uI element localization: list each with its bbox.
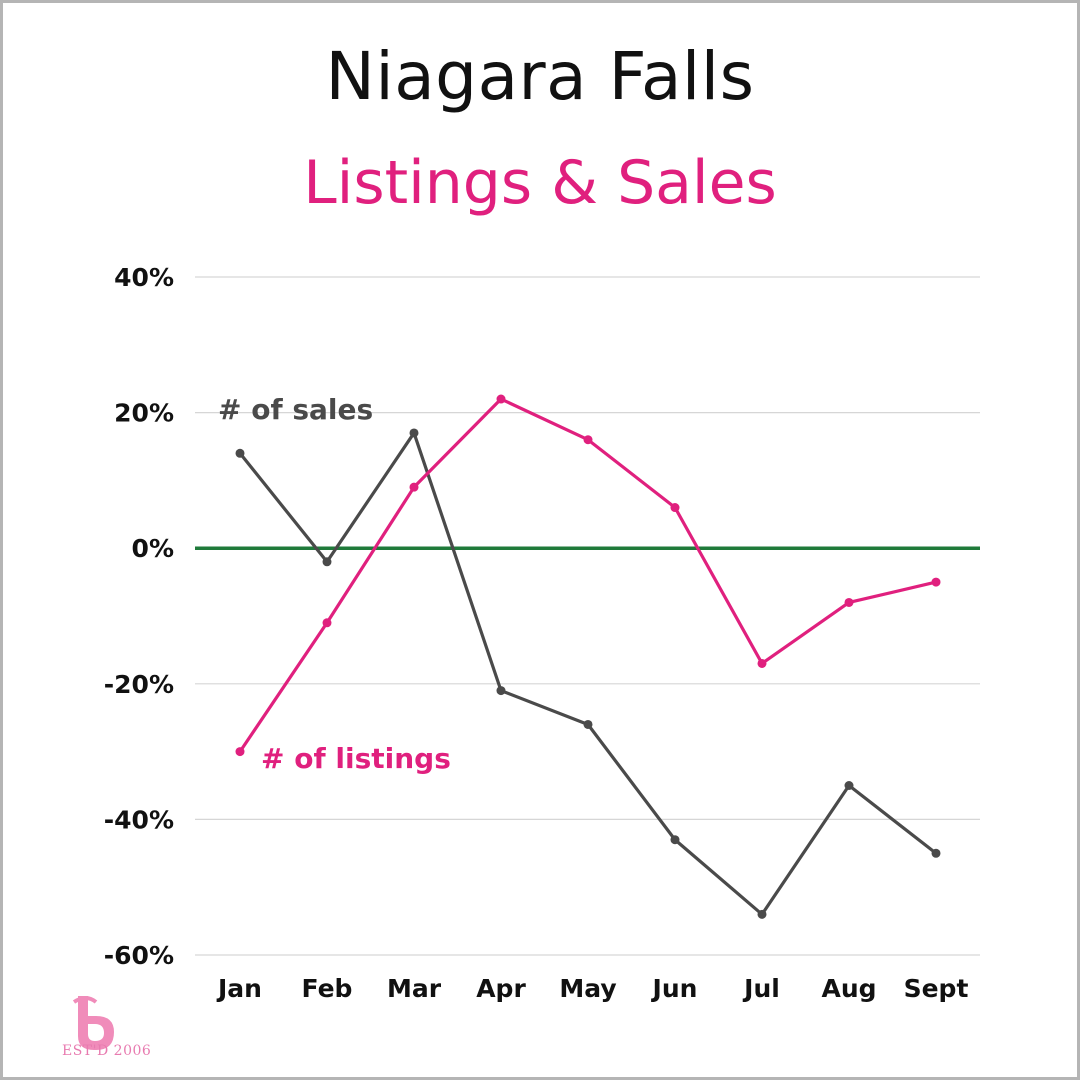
x-tick-label: Sept [904,974,969,1003]
data-point-sales [844,781,854,790]
y-tick-label: -20% [104,670,174,699]
y-tick-label: 0% [132,534,174,563]
data-point-listings [670,503,680,513]
y-tick-label: -40% [104,805,174,834]
series-label-listings: # of listings [261,742,451,775]
series-labels: # of sales # of listings [218,393,451,775]
y-tick-label: 20% [114,399,174,428]
chart-subtitle: Listings & Sales [303,148,777,218]
series-line-sales [238,431,938,916]
data-point-listings [931,577,941,587]
x-tick-label: Jul [742,974,780,1003]
x-axis-ticks: Jan Feb Mar Apr May Jun Jul Aug Sept [216,974,968,1003]
series-lines [238,397,938,916]
data-point-sales [583,719,593,729]
series-label-sales: # of sales [218,393,373,426]
data-point-sales [409,428,419,438]
data-point-listings [409,482,419,492]
x-tick-label: Jan [216,974,262,1003]
data-point-listings [583,435,593,445]
x-tick-label: Apr [476,974,526,1003]
series-points [235,394,941,919]
y-tick-label: 40% [114,263,174,292]
logo-established-text: EST'D 2006 [62,1043,152,1059]
series-line-listings [238,397,938,754]
data-point-listings [235,747,245,757]
data-point-listings [757,658,767,668]
grid-lines [195,276,980,956]
data-point-sales [496,686,506,696]
x-tick-label: May [559,974,616,1003]
x-tick-label: Feb [302,974,353,1003]
data-point-listings [496,394,506,404]
y-tick-label: -60% [104,941,174,970]
y-axis-ticks: 40% 20% 0% -20% -40% -60% [104,263,174,970]
x-tick-label: Mar [387,974,442,1003]
data-point-sales [670,835,680,845]
data-point-sales [931,848,941,858]
data-point-listings [844,597,854,607]
data-point-sales [757,909,767,919]
chart-title: Niagara Falls [325,38,755,115]
x-tick-label: Jun [651,974,698,1003]
data-point-listings [322,618,332,628]
x-tick-label: Aug [821,974,876,1003]
b-monogram-icon [72,996,114,1050]
data-point-sales [235,448,245,458]
data-point-sales [322,557,332,567]
